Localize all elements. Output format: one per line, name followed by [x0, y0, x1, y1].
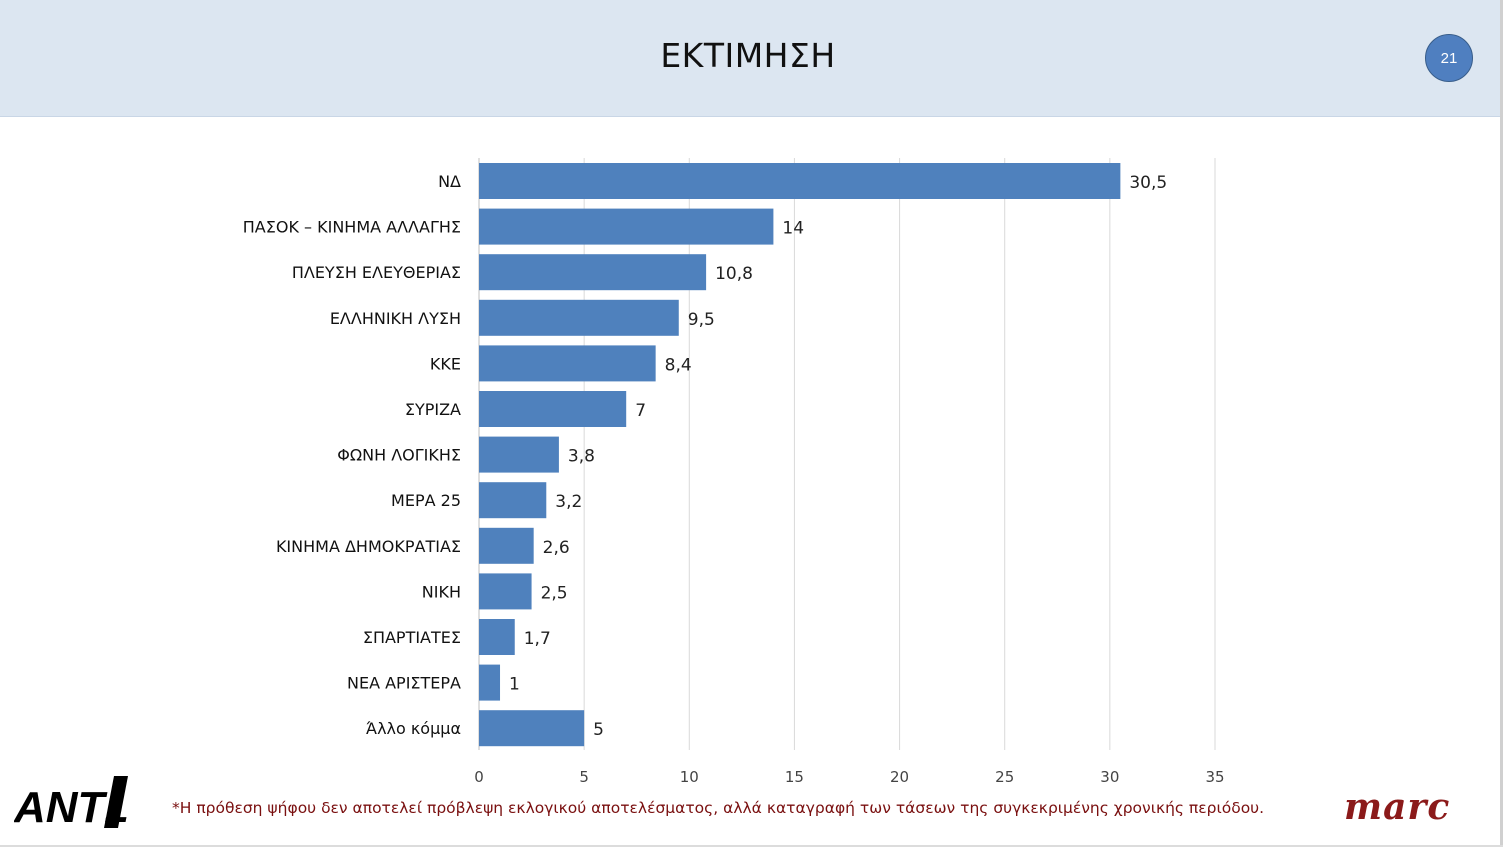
x-tick-label: 5: [579, 768, 589, 786]
bar: [479, 254, 707, 291]
data-label: 10,8: [715, 264, 753, 284]
bar: [479, 619, 515, 655]
footnote: *Η πρόθεση ψήφου δεν αποτελεί πρόβλεψη ε…: [172, 799, 1265, 817]
data-label: 7: [635, 401, 646, 421]
bar: [479, 436, 559, 473]
bar: [479, 527, 534, 564]
category-label: ΚΙΝΗΜΑ ΔΗΜΟΚΡΑΤΙΑΣ: [276, 537, 461, 556]
x-tick-label: 35: [1205, 768, 1224, 786]
data-label: 3,8: [568, 447, 595, 467]
slide-bottom-edge: [0, 845, 1503, 847]
category-label: ΝΙΚΗ: [422, 582, 461, 601]
bar: [479, 208, 774, 245]
bar: [479, 664, 501, 701]
x-tick-label: 25: [995, 768, 1014, 786]
data-label: 3,2: [555, 492, 582, 512]
category-label: ΠΑΣΟΚ – ΚΙΝΗΜΑ ΑΛΛΑΓΗΣ: [243, 218, 461, 237]
category-label: ΜΕΡΑ 25: [391, 491, 461, 510]
x-tick-label: 30: [1100, 768, 1119, 786]
category-label: ΝΕΑ ΑΡΙΣΤΕΡΑ: [347, 674, 461, 693]
category-label: ΕΛΛΗΝΙΚΗ ΛΥΣΗ: [330, 309, 461, 328]
header-band: ΕΚΤΙΜΗΣΗ 21: [0, 0, 1500, 117]
ant1-logo-stripe: [104, 776, 128, 828]
data-label: 14: [782, 219, 804, 239]
marc-logo: marc: [1344, 786, 1451, 828]
x-tick-label: 0: [474, 768, 484, 786]
bar: [479, 163, 1121, 199]
bar: [479, 391, 627, 427]
bar: [479, 573, 532, 610]
ant1-logo: ANT1: [14, 776, 129, 832]
slide-right-edge: [1500, 0, 1503, 847]
category-label: ΚΚΕ: [430, 354, 461, 373]
data-label: 30,5: [1129, 173, 1167, 193]
x-tick-label: 20: [890, 768, 909, 786]
category-label: ΝΔ: [438, 172, 461, 191]
data-label: 8,4: [665, 355, 692, 375]
data-label: 1,7: [524, 629, 551, 649]
bar: [479, 345, 656, 382]
category-label: ΦΩΝΗ ΛΟΓΙΚΗΣ: [337, 446, 461, 465]
data-label: 2,6: [543, 538, 570, 558]
page-title: ΕΚΤΙΜΗΣΗ: [660, 36, 836, 75]
bar: [479, 299, 679, 336]
data-label: 1: [509, 675, 520, 695]
bars: [479, 163, 1121, 747]
category-label: ΣΥΡΙΖΑ: [405, 400, 461, 419]
category-label: ΣΠΑΡΤΙΑΤΕΣ: [363, 628, 461, 647]
category-label: ΠΛΕΥΣΗ ΕΛΕΥΘΕΡΙΑΣ: [292, 263, 461, 282]
category-label: Άλλο κόμμα: [366, 719, 461, 738]
bar: [479, 482, 547, 519]
page-number-badge: 21: [1425, 34, 1473, 82]
bar: [479, 710, 585, 747]
x-tick-label: 15: [785, 768, 804, 786]
data-label: 2,5: [541, 583, 568, 603]
data-label: 9,5: [688, 310, 715, 330]
data-label: 5: [593, 720, 604, 740]
x-tick-label: 10: [680, 768, 699, 786]
